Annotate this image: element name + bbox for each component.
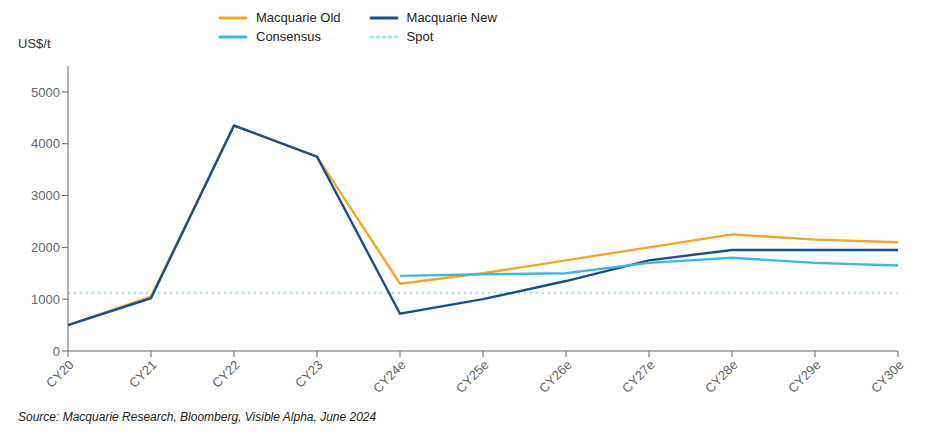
svg-text:3000: 3000 bbox=[31, 188, 60, 203]
html-text:Spot: Spot bbox=[406, 29, 434, 44]
html-text:US$/t: US$/t bbox=[18, 36, 51, 51]
svg-text:CY21: CY21 bbox=[126, 357, 160, 391]
svg-text:CY26e: CY26e bbox=[536, 357, 575, 396]
html-text:Macquarie Old: Macquarie Old bbox=[256, 10, 341, 25]
html-text:Macquarie New: Macquarie New bbox=[406, 10, 497, 25]
svg-text:2000: 2000 bbox=[31, 240, 60, 255]
svg-text:5000: 5000 bbox=[31, 85, 60, 100]
svg-text:CY24e: CY24e bbox=[370, 357, 409, 396]
svg-text:1000: 1000 bbox=[31, 292, 60, 307]
svg-text:CY20: CY20 bbox=[43, 357, 77, 391]
svg-text:CY23: CY23 bbox=[292, 357, 326, 391]
svg-text:0: 0 bbox=[53, 344, 60, 359]
svg-text:CY29e: CY29e bbox=[785, 357, 824, 396]
svg-text:CY25e: CY25e bbox=[453, 357, 492, 396]
svg-text:4000: 4000 bbox=[31, 136, 60, 151]
svg-text:CY30e: CY30e bbox=[868, 357, 907, 396]
svg-text:CY22: CY22 bbox=[209, 357, 243, 391]
svg-text:CY27e: CY27e bbox=[619, 357, 658, 396]
svg-text:CY28e: CY28e bbox=[702, 357, 741, 396]
html-text:Consensus: Consensus bbox=[256, 29, 321, 44]
html-text:Source: Macquarie Research, Bl: Source: Macquarie Research, Bloomberg, V… bbox=[18, 410, 377, 424]
